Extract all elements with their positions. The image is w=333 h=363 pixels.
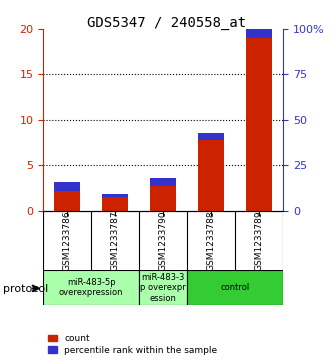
Text: GSM1233788: GSM1233788	[206, 210, 216, 271]
Text: protocol: protocol	[3, 284, 49, 294]
Bar	[43, 270, 139, 305]
Bar	[150, 186, 176, 211]
Bar	[102, 197, 129, 211]
Text: GSM1233789: GSM1233789	[254, 210, 264, 271]
Bar	[198, 140, 224, 211]
Text: GSM1233790: GSM1233790	[159, 210, 168, 271]
Text: GDS5347 / 240558_at: GDS5347 / 240558_at	[87, 16, 246, 30]
Bar	[54, 182, 81, 191]
Bar	[246, 38, 272, 211]
Bar	[150, 178, 176, 186]
Bar	[54, 191, 81, 211]
Bar	[198, 133, 224, 140]
Text: miR-483-3
p overexpr
ession: miR-483-3 p overexpr ession	[140, 273, 186, 303]
Bar	[139, 270, 187, 305]
Bar	[246, 27, 272, 38]
Text: miR-483-5p
overexpression: miR-483-5p overexpression	[59, 278, 124, 297]
Legend: count, percentile rank within the sample: count, percentile rank within the sample	[48, 334, 217, 355]
Bar	[102, 194, 129, 197]
Text: GSM1233787: GSM1233787	[111, 210, 120, 271]
Bar	[187, 270, 283, 305]
Text: GSM1233786: GSM1233786	[63, 210, 72, 271]
Text: control: control	[220, 283, 250, 292]
